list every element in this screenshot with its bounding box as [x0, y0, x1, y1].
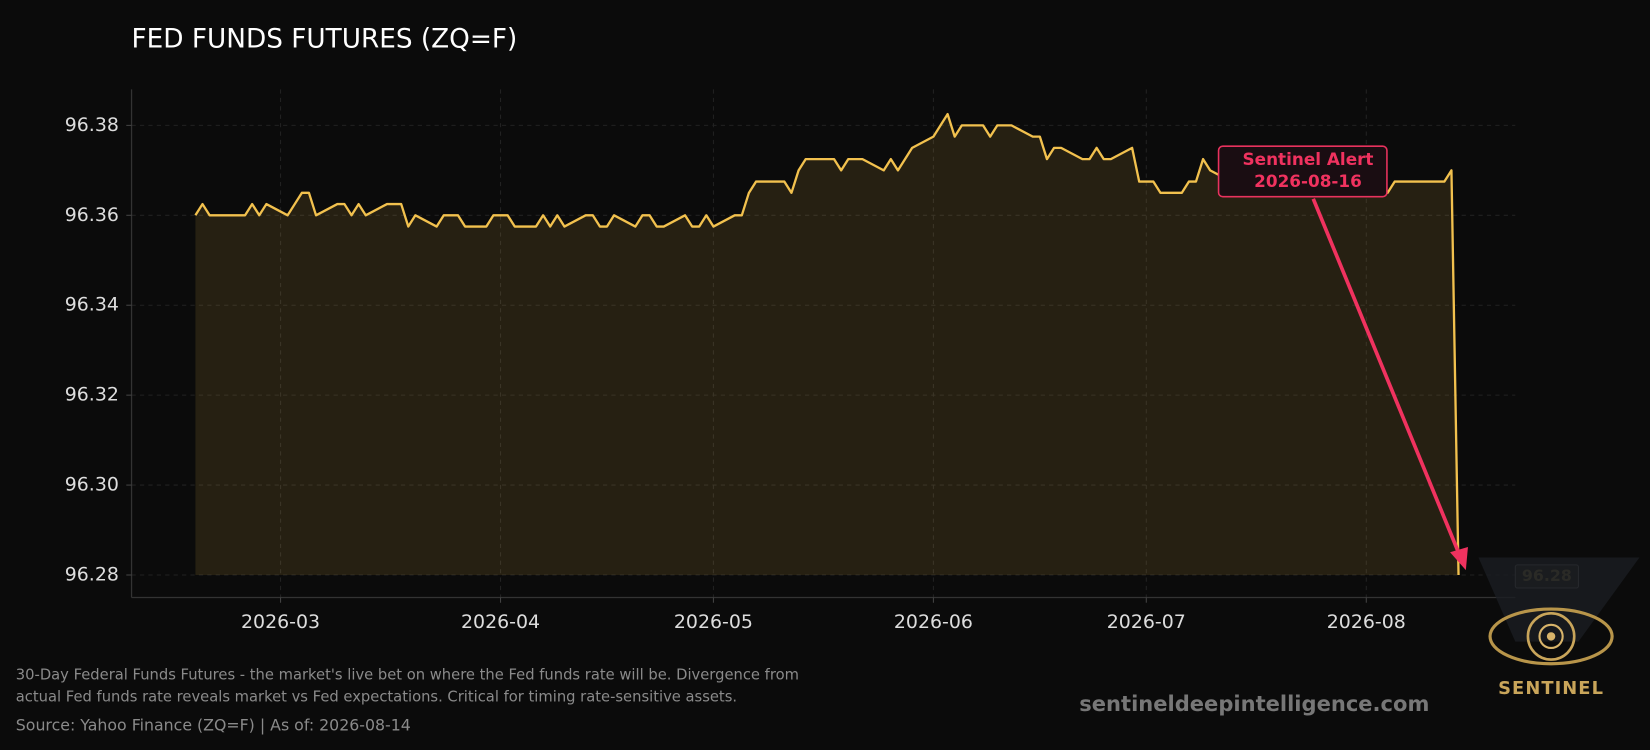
annotation-text: 2026-08-16	[1254, 171, 1362, 191]
chart-title: FED FUNDS FUTURES (ZQ=F)	[132, 24, 518, 54]
description: 30-Day Federal Funds Futures - the marke…	[16, 666, 799, 683]
y-tick-label: 96.28	[65, 563, 119, 585]
description: actual Fed funds rate reveals market vs …	[16, 688, 737, 705]
ticks: 96.28 96.30 96.32 96.34 96.36 96.38 2026-03 202…	[65, 114, 1406, 633]
annotation-arrow	[1311, 198, 1463, 559]
y-tick-label: 96.34	[65, 294, 119, 316]
annotation: Sentinel Alert 2026-08-16	[1217, 145, 1468, 571]
y-tick-label: 96.38	[65, 114, 119, 136]
logo-glow	[1478, 557, 1640, 642]
x-tick-label: 2026-08	[1327, 611, 1406, 633]
logo-eye	[1488, 607, 1614, 666]
logo-pupil	[1538, 623, 1564, 650]
x-tick-label: 2026-06	[894, 611, 973, 633]
website: sentineldeepintelligence.com	[1079, 691, 1429, 716]
logo-center	[1546, 632, 1556, 641]
logo-iris	[1526, 611, 1576, 661]
x-tick-label: 2026-07	[1107, 611, 1186, 633]
y-tick-label: 96.30	[65, 474, 119, 496]
x-tick-label: 2026-04	[461, 611, 540, 633]
arrow-head	[1450, 546, 1468, 571]
annotation-text: Sentinel Alert	[1243, 149, 1374, 169]
grid	[131, 89, 1516, 598]
y-tick-label: 96.32	[65, 384, 119, 406]
logo: SENTINEL	[1478, 557, 1640, 699]
x-tick-label: 2026-05	[674, 611, 753, 633]
x-tick-label: 2026-03	[241, 611, 320, 633]
y-tick-label: 96.36	[65, 204, 119, 226]
area	[195, 114, 1459, 575]
annotation-box	[1217, 145, 1388, 198]
logo-text: SENTINEL	[1498, 678, 1604, 699]
source: Source: Yahoo Finance (ZQ=F) | As of: 20…	[16, 715, 411, 734]
